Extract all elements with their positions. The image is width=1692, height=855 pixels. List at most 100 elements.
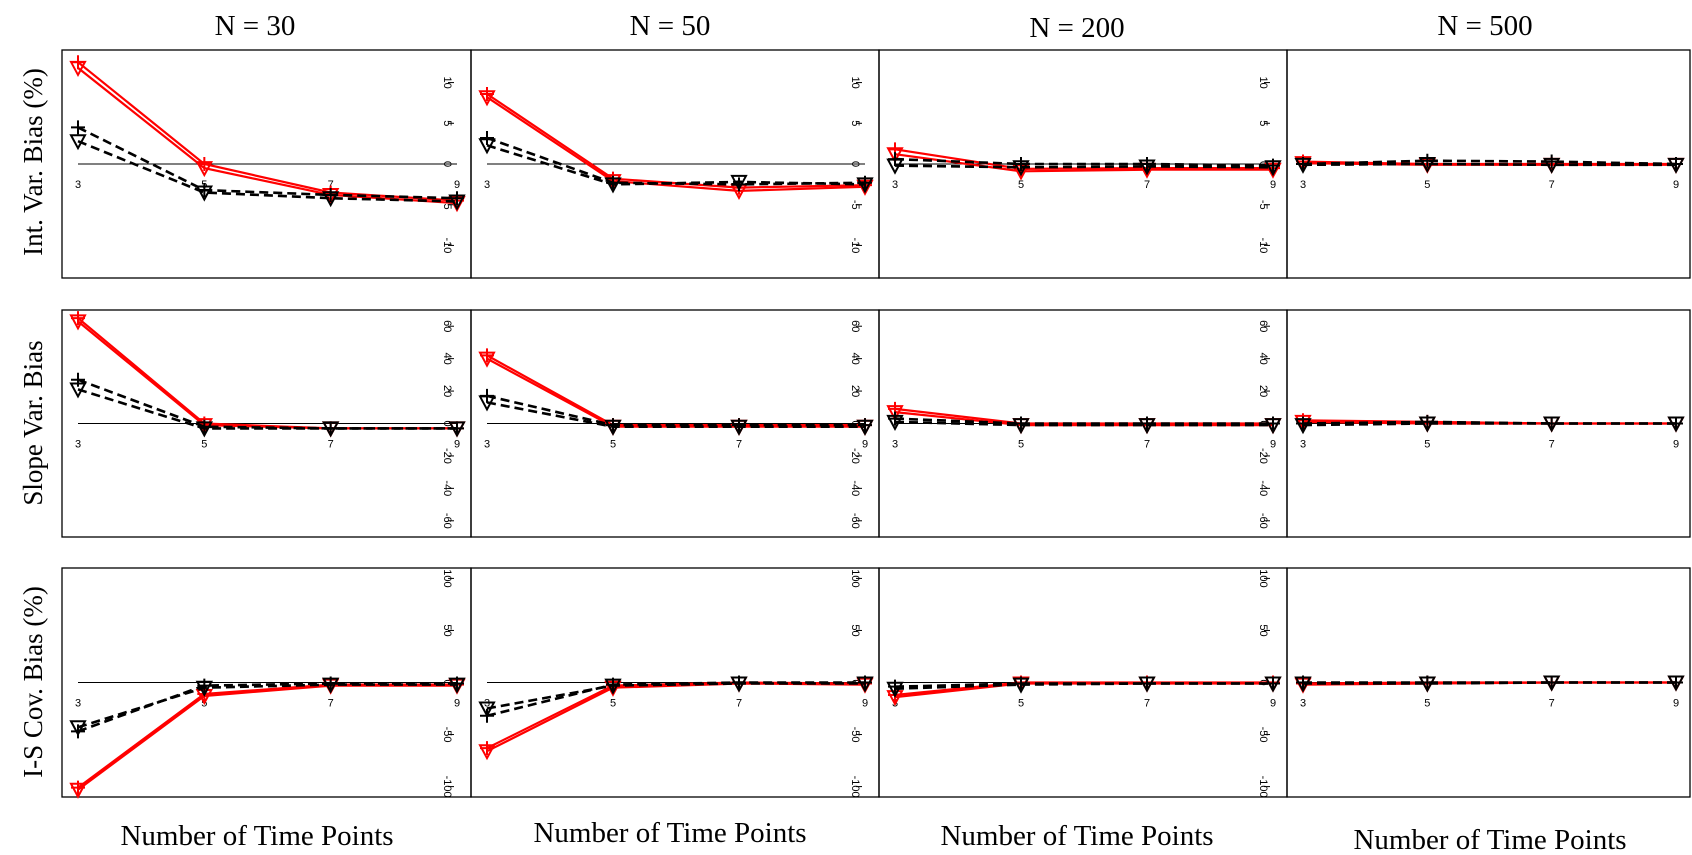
panel-slope-var-bias-n-30: 3 5 7 9 -60 -40 -20 0 20 40 60 xyxy=(61,309,472,538)
data-point-black-dashed-triangle-down xyxy=(604,177,622,194)
data-point-black-dashed-triangle-down xyxy=(1418,416,1437,433)
y-tick-label: -100 xyxy=(1257,776,1269,798)
y-tick-label: 60 xyxy=(1257,320,1269,332)
y-tick-label: 0 xyxy=(441,420,453,426)
data-point-red-solid-triangle-down xyxy=(69,782,87,799)
data-point-black-dashed-triangle-down xyxy=(1138,676,1156,693)
x-tick-label: 7 xyxy=(736,698,742,710)
series-line-black-dashed-triangle-down xyxy=(894,682,1273,690)
x-tick-label: 7 xyxy=(328,698,334,710)
panel-frame xyxy=(1286,49,1691,279)
data-point-red-solid-triangle-down xyxy=(69,314,87,331)
x-tick-label: 9 xyxy=(1270,439,1276,451)
x-tick-label: 9 xyxy=(1673,439,1679,451)
x-tick-label: 5 xyxy=(610,698,616,710)
series-line-black-dashed-triangle-down xyxy=(1303,681,1676,685)
y-tick-label: 5 xyxy=(441,120,453,126)
data-point-black-dashed-triangle-down xyxy=(1294,676,1312,693)
data-point-black-dashed-triangle-down xyxy=(448,421,466,438)
data-point-black-dashed-triangle-down xyxy=(1012,677,1030,694)
series-line-red-solid-plus xyxy=(486,93,866,189)
series-line-black-dashed-plus xyxy=(486,136,866,186)
x-tick-label: 5 xyxy=(1018,179,1024,191)
y-tick-label: -5 xyxy=(849,200,861,210)
x-tick-label: 3 xyxy=(75,698,81,710)
x-tick-label: 7 xyxy=(736,439,742,451)
y-tick-label: 100 xyxy=(1257,569,1269,587)
x-axis-label-n500: Number of Time Points xyxy=(1353,824,1626,855)
x-tick-label: 7 xyxy=(1549,439,1555,451)
x-tick-label: 7 xyxy=(328,439,334,451)
data-point-black-dashed-triangle-down xyxy=(448,194,466,211)
data-point-black-dashed-triangle-down xyxy=(1542,416,1561,433)
series-line-black-dashed-triangle-down xyxy=(486,401,865,429)
data-point-black-dashed-triangle-down xyxy=(730,174,748,192)
data-point-black-dashed-triangle-down xyxy=(448,677,466,694)
data-point-black-dashed-triangle-down xyxy=(604,678,622,695)
y-tick-label: 10 xyxy=(849,76,861,88)
data-point-black-dashed-triangle-down xyxy=(730,419,748,436)
x-tick-label: 3 xyxy=(75,179,81,191)
data-point-black-dashed-triangle-down xyxy=(321,191,340,208)
x-tick-label: 3 xyxy=(75,439,81,451)
row-label-slope-var-bias: Slope Var. Bias xyxy=(18,340,48,505)
data-point-black-dashed-triangle-down xyxy=(69,720,87,737)
data-point-black-dashed-triangle-down xyxy=(69,382,87,399)
data-point-black-dashed-triangle-down xyxy=(856,676,874,693)
x-tick-label: 5 xyxy=(201,439,207,451)
data-point-black-dashed-triangle-down xyxy=(1542,157,1561,174)
series-line-black-dashed-plus xyxy=(894,417,1273,425)
y-tick-label: 10 xyxy=(1257,76,1269,88)
series-line-black-dashed-plus xyxy=(486,681,865,718)
panel-slope-var-bias-n-50: 3 5 7 9 -60 -40 -20 0 20 40 60 xyxy=(470,309,880,538)
x-tick-label: 9 xyxy=(454,179,460,191)
y-tick-label: -20 xyxy=(849,448,861,464)
y-tick-label: -20 xyxy=(1257,448,1269,464)
series-line-black-dashed-triangle-down xyxy=(77,388,457,430)
x-tick-label: 9 xyxy=(862,698,868,710)
data-point-red-solid-triangle-down xyxy=(478,351,496,368)
data-point-black-dashed-triangle-down xyxy=(321,421,340,438)
series-line-red-solid-plus xyxy=(486,681,866,750)
x-tick-label: 7 xyxy=(328,179,334,191)
y-tick-label: 100 xyxy=(441,569,453,587)
series-line-red-solid-plus xyxy=(486,354,865,427)
data-point-black-dashed-triangle-down xyxy=(1418,676,1437,693)
y-tick-label: -40 xyxy=(441,480,453,496)
series-line-black-dashed-triangle-down xyxy=(486,144,866,186)
data-point-red-solid-triangle-down xyxy=(478,90,496,107)
y-tick-label: -40 xyxy=(1257,480,1269,496)
y-tick-label: 20 xyxy=(849,385,861,397)
y-tick-label: 0 xyxy=(849,420,861,426)
series-line-black-dashed-plus xyxy=(894,157,1274,167)
data-point-red-solid-triangle-down xyxy=(886,405,904,422)
y-tick-label: -100 xyxy=(849,776,861,798)
data-point-black-dashed-triangle-down xyxy=(856,419,874,436)
x-tick-label: 7 xyxy=(1549,698,1555,710)
y-tick-label: -40 xyxy=(849,480,861,496)
series-line-red-solid-triangle-down xyxy=(77,320,457,430)
data-point-black-dashed-plus xyxy=(71,120,85,135)
x-axis-label-n30: Number of Time Points xyxy=(120,820,393,852)
x-axis-label-n200: Number of Time Points xyxy=(940,820,1213,852)
y-tick-label: 0 xyxy=(441,161,453,167)
series-line-black-dashed-triangle-down xyxy=(894,164,1274,169)
data-point-black-dashed-triangle-down xyxy=(195,680,214,697)
x-tick-label: 9 xyxy=(1673,698,1679,710)
x-tick-label: 3 xyxy=(484,439,490,451)
y-tick-label: -5 xyxy=(441,200,453,210)
data-point-red-solid-triangle-down xyxy=(478,744,496,761)
x-tick-label: 5 xyxy=(1424,439,1430,451)
data-point-black-dashed-triangle-down xyxy=(1264,418,1282,435)
x-tick-label: 9 xyxy=(1270,698,1276,710)
series-line-black-dashed-triangle-down xyxy=(77,139,458,203)
x-tick-label: 7 xyxy=(1144,698,1150,710)
series-line-black-dashed-triangle-down xyxy=(894,420,1273,427)
data-point-black-dashed-triangle-down xyxy=(886,158,904,175)
y-tick-label: 40 xyxy=(849,353,861,365)
series-line-red-solid-triangle-down xyxy=(77,684,457,791)
